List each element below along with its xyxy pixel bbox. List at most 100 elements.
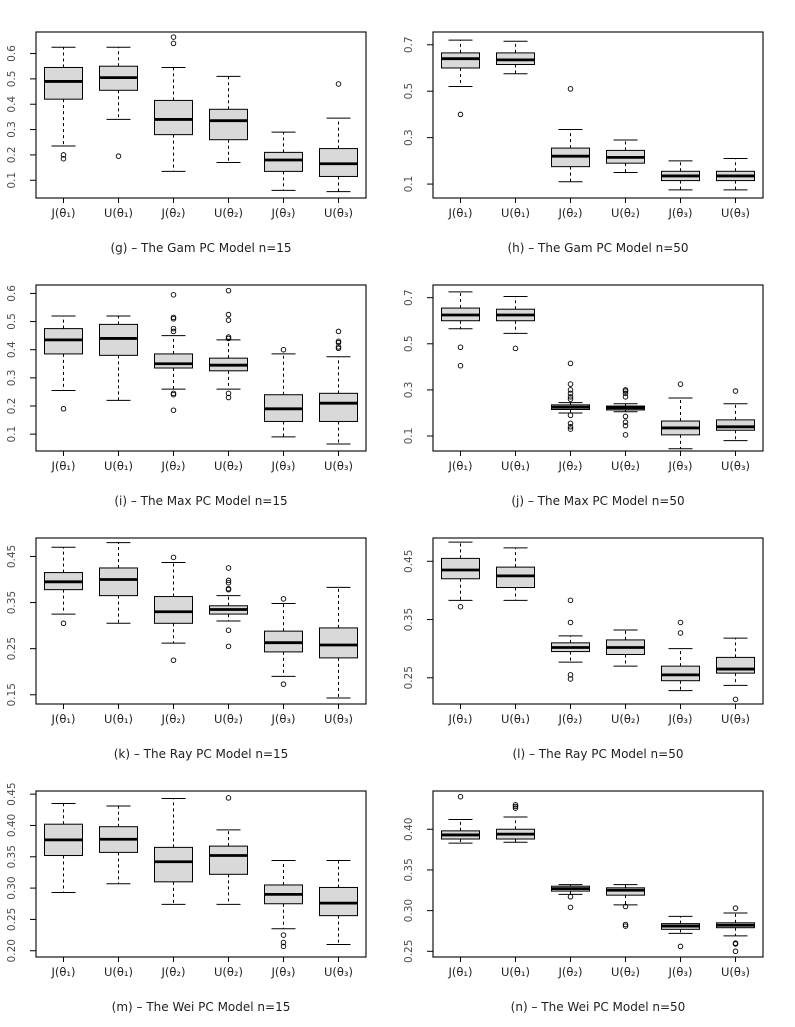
y-tick-label: 0.25 [403, 940, 415, 963]
outlier-point [170, 316, 177, 322]
y-tick-label: 0.40 [6, 814, 18, 837]
outlier-point [567, 676, 574, 682]
outlier-point [567, 394, 574, 400]
outlier-point [280, 681, 287, 687]
chart-caption: (l) – The Ray PC Model n=50 [512, 747, 683, 761]
y-tick-label: 0.15 [6, 683, 18, 706]
outlier-point [567, 412, 574, 419]
x-category-label: U(θ₃) [721, 965, 750, 979]
x-category-label: U(θ₃) [721, 712, 750, 726]
iqr-box [716, 656, 755, 674]
x-category-label: U(θ₂) [214, 965, 243, 979]
chart-cell-k: 0.15 0.25 0.35 0.45 J(θ₁) U(θ₁) J(θ₂) U(θ₂) J(θ₃… [0, 514, 397, 767]
outlier-point [457, 603, 464, 610]
y-tick-label: 0.6 [6, 45, 18, 62]
outlier-point [732, 696, 739, 703]
x-category-label: U(θ₁) [501, 965, 530, 979]
outlier-point [622, 413, 629, 420]
outlier-point [60, 152, 67, 158]
outlier-point [225, 394, 232, 401]
outlier-point [622, 394, 629, 400]
x-category-label: U(θ₃) [324, 206, 353, 220]
plot-border [35, 790, 367, 958]
iqr-box [319, 886, 358, 917]
outlier-point [335, 328, 342, 335]
chart-cell-m: 0.20 0.25 0.30 0.35 0.40 0.45 J(θ₁) U(θ₁) J(θ₂) U… [0, 767, 397, 1020]
x-category-label: J(θ₁) [50, 459, 75, 473]
y-tick-label: 0.25 [6, 637, 18, 660]
outlier-point [170, 407, 177, 413]
outlier-point [115, 153, 122, 159]
outlier-point [677, 381, 684, 387]
chart-cell-n: 0.25 0.30 0.35 0.40 J(θ₁) U(θ₁) J(θ₂) U(θ₂) J(θ₃… [397, 767, 794, 1020]
x-category-label: J(θ₃) [667, 965, 692, 979]
y-tick-label: 0.35 [6, 591, 18, 614]
y-tick-label: 0.5 [6, 313, 18, 330]
y-tick-label: 0.1 [6, 172, 18, 189]
outlier-point [567, 619, 574, 626]
chart-caption: (i) – The Max PC Model n=15 [114, 494, 287, 508]
outlier-point [225, 643, 232, 650]
outlier-point [335, 81, 342, 87]
x-category-label: U(θ₂) [611, 206, 640, 220]
iqr-box [44, 328, 83, 355]
outlier-point [225, 795, 232, 801]
outlier-point [567, 390, 574, 397]
y-tick-label: 0.1 [6, 426, 18, 443]
y-tick-label: 0.2 [6, 398, 18, 415]
iqr-box [661, 665, 700, 682]
x-category-label: J(θ₂) [557, 459, 582, 473]
x-category-label: J(θ₂) [557, 206, 582, 220]
outlier-point [567, 894, 574, 900]
outlier-point [457, 111, 464, 118]
outlier-point [567, 396, 574, 402]
x-category-label: U(θ₁) [501, 459, 530, 473]
chart-cell-h: 0.1 0.3 0.5 0.7 J(θ₁) U(θ₁) J(θ₂) U(θ₂) J(θ₃) U(θ… [397, 8, 794, 261]
outlier-point [732, 388, 739, 394]
plot-border [432, 537, 764, 705]
iqr-box [154, 353, 193, 369]
y-tick-label: 0.2 [6, 147, 18, 164]
y-tick-label: 0.4 [6, 96, 18, 113]
x-category-label: U(θ₂) [611, 459, 640, 473]
outlier-point [567, 420, 574, 427]
y-tick-label: 0.35 [403, 608, 415, 631]
outlier-point [170, 34, 177, 40]
outlier-point [512, 345, 519, 352]
x-category-label: U(θ₃) [721, 459, 750, 473]
x-category-label: J(θ₂) [557, 965, 582, 979]
y-tick-label: 0.1 [403, 428, 415, 445]
x-category-label: J(θ₃) [667, 712, 692, 726]
y-tick-label: 0.6 [6, 285, 18, 302]
outlier-point [677, 619, 684, 626]
iqr-box [99, 567, 138, 597]
boxplot-l: 0.25 0.35 0.45 J(θ₁) U(θ₁) J(θ₂) U(θ₂) J(θ₃) U(θ… [403, 537, 764, 761]
outlier-point [60, 155, 67, 162]
outlier-point [457, 793, 464, 800]
outlier-point [567, 904, 574, 911]
x-category-label: J(θ₃) [667, 206, 692, 220]
x-category-label: U(θ₃) [324, 712, 353, 726]
x-category-label: U(θ₁) [104, 712, 133, 726]
y-tick-label: 0.3 [6, 369, 18, 386]
outlier-point [622, 419, 629, 425]
boxplot-n: 0.25 0.30 0.35 0.40 J(θ₁) U(θ₁) J(θ₂) U(θ₂) J(θ₃… [403, 790, 764, 1014]
x-category-label: U(θ₃) [721, 206, 750, 220]
x-category-label: U(θ₁) [104, 965, 133, 979]
iqr-box [264, 151, 303, 172]
y-tick-label: 0.5 [6, 71, 18, 88]
outlier-point [225, 577, 232, 584]
x-category-label: J(θ₁) [50, 712, 75, 726]
outlier-point [732, 948, 739, 955]
plot-border [432, 790, 764, 958]
outlier-point [225, 335, 232, 342]
outlier-point [225, 287, 232, 294]
y-tick-label: 0.3 [403, 382, 415, 399]
y-tick-label: 0.30 [6, 876, 18, 899]
outlier-point [457, 362, 464, 369]
chart-caption: (n) – The Wei PC Model n=50 [511, 1000, 686, 1014]
y-tick-label: 0.4 [6, 341, 18, 358]
outlier-point [225, 627, 232, 633]
iqr-box [209, 108, 248, 141]
iqr-box [209, 845, 248, 875]
